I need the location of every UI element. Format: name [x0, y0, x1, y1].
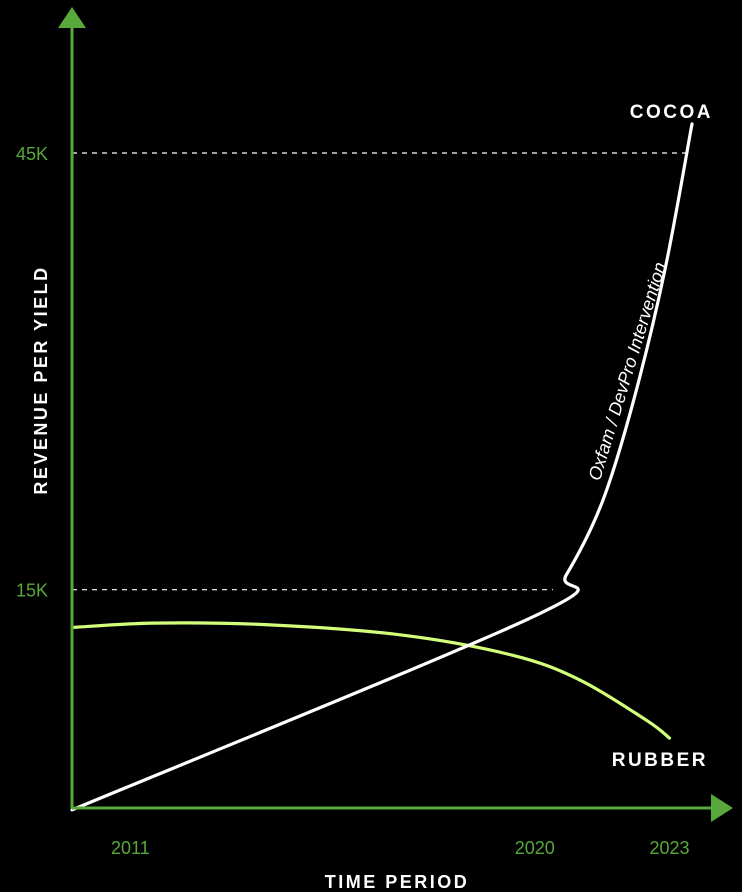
cocoa-series-label: COCOA: [630, 102, 713, 123]
series-lines: [70, 122, 694, 812]
rubber-series-line: [70, 621, 672, 740]
y-axis-title: REVENUE PER YIELD: [31, 265, 51, 494]
x-tick-label: 2011: [111, 838, 150, 858]
y-tick-label: 15K: [16, 581, 48, 601]
reference-lines: [72, 152, 686, 591]
y-axis-arrow-icon: [58, 7, 86, 28]
x-tick-label: 2020: [515, 838, 555, 858]
tick-labels: 15K 45K 2011 2020 2023: [16, 144, 690, 858]
x-axis-title: TIME PERIOD: [325, 872, 470, 892]
rubber-series-label: RUBBER: [612, 750, 708, 771]
axes: [58, 7, 733, 822]
y-tick-label: 45K: [16, 144, 48, 164]
cocoa-series-line: [70, 122, 694, 812]
intervention-annotation: Oxfam / DevPro Intervention: [585, 260, 671, 483]
x-tick-label: 2023: [650, 838, 690, 858]
x-axis-arrow-icon: [711, 794, 733, 822]
